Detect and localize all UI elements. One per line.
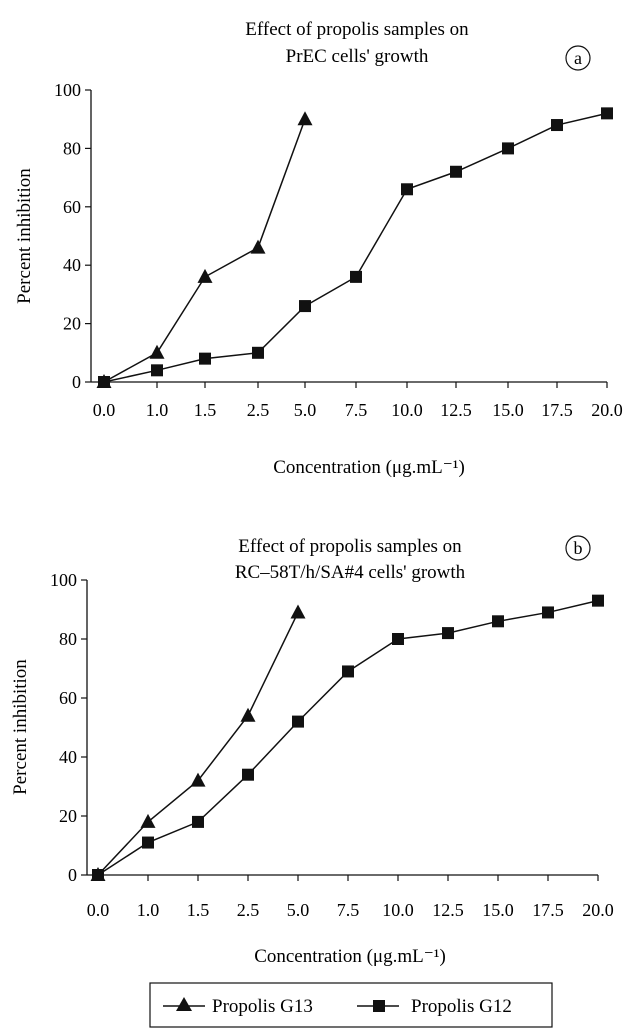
chart-a-point-propolis-g12 xyxy=(252,346,264,359)
legend: Propolis G13 Propolis G12 xyxy=(149,982,553,1028)
chart-b-x-tick-label: 0.0 xyxy=(87,900,110,920)
chart-a-point-propolis-g12 xyxy=(401,183,413,196)
chart-a-x-tick-label: 1.0 xyxy=(146,400,169,420)
legend-g13-triangle-icon xyxy=(176,997,192,1011)
chart-b-title-line-1: Effect of propolis samples on xyxy=(238,536,462,557)
chart-a-point-propolis-g12 xyxy=(151,364,163,377)
chart-a-x-tick-label: 2.5 xyxy=(247,400,270,420)
chart-b-x-tick-label: 5.0 xyxy=(287,900,310,920)
chart-a-title-line-1: Effect of propolis samples on xyxy=(245,19,469,40)
chart-b-point-propolis-g12 xyxy=(292,715,304,728)
chart-a-point-propolis-g13 xyxy=(297,111,313,126)
chart-b-series-propolis-g13-line xyxy=(97,612,299,876)
chart-a-y-tick-label: 60 xyxy=(63,197,81,217)
chart-b-x-tick-label: 2.5 xyxy=(237,900,260,920)
chart-b-y-axis-label: Percent inhibition xyxy=(10,659,31,795)
chart-b-x-tick-label: 20.0 xyxy=(582,900,614,920)
chart-a-y-axis-label: Percent inhibition xyxy=(14,168,35,304)
chart-b-y-tick-label: 0 xyxy=(68,865,77,885)
chart-a-point-propolis-g12 xyxy=(601,107,613,120)
chart-panel-a: Effect of propolis samples on PrEC cells… xyxy=(14,19,623,478)
chart-a-point-propolis-g12 xyxy=(551,119,563,132)
chart-b-series-propolis-g12-line xyxy=(97,599,599,876)
chart-b-x-tick-label: 15.0 xyxy=(482,900,514,920)
chart-a-point-propolis-g12 xyxy=(199,352,211,365)
chart-a-x-axis-label: Concentration (μg.mL⁻¹) xyxy=(273,457,465,478)
chart-a-y-tick-label: 0 xyxy=(72,372,81,392)
chart-b-point-propolis-g12 xyxy=(242,768,254,781)
chart-a-y-tick-label: 20 xyxy=(63,314,81,334)
legend-item-propolis-g12: Propolis G12 xyxy=(411,996,512,1017)
chart-b-point-propolis-g12 xyxy=(592,594,604,607)
chart-b-x-tick-label: 1.5 xyxy=(187,900,210,920)
chart-a-point-propolis-g13 xyxy=(250,239,266,254)
chart-a-x-tick-label: 20.0 xyxy=(591,400,623,420)
chart-a-series-propolis-g12-line xyxy=(103,112,608,383)
chart-b-panel-label-circle xyxy=(565,535,591,561)
chart-b-y-tick-label: 80 xyxy=(59,629,77,649)
chart-a-x-tick-label: 0.0 xyxy=(93,400,116,420)
chart-panel-b: Effect of propolis samples on RC–58T/h/S… xyxy=(10,535,614,967)
chart-a-x-tick-label: 1.5 xyxy=(194,400,217,420)
chart-b-x-tick-label: 7.5 xyxy=(337,900,360,920)
chart-a-x-tick-label: 17.5 xyxy=(541,400,573,420)
chart-b-y-tick-label: 20 xyxy=(59,806,77,826)
chart-b-point-propolis-g12 xyxy=(192,815,204,828)
chart-b-y-tick-label: 100 xyxy=(50,570,77,590)
legend-g12-square-icon xyxy=(373,1000,385,1012)
chart-b-point-propolis-g12 xyxy=(142,836,154,849)
chart-b-x-tick-label: 1.0 xyxy=(137,900,160,920)
chart-b-point-propolis-g12 xyxy=(542,606,554,619)
chart-a-point-propolis-g13 xyxy=(197,268,213,283)
chart-b-point-propolis-g13 xyxy=(240,707,256,722)
chart-b-x-tick-label: 12.5 xyxy=(432,900,464,920)
chart-b-point-propolis-g12 xyxy=(442,627,454,640)
chart-a-panel-label: a xyxy=(574,48,582,68)
chart-a-point-propolis-g13 xyxy=(149,344,165,359)
chart-a-y-tick-label: 40 xyxy=(63,255,81,275)
chart-a-point-propolis-g12 xyxy=(299,300,311,313)
chart-a-x-tick-label: 7.5 xyxy=(345,400,368,420)
chart-a-x-tick-label: 10.0 xyxy=(391,400,423,420)
chart-a-series-propolis-g13-line xyxy=(103,118,306,383)
chart-a-x-tick-label: 12.5 xyxy=(440,400,472,420)
chart-a-point-propolis-g12 xyxy=(98,376,110,388)
chart-a-y-tick-label: 80 xyxy=(63,138,81,158)
chart-b-point-propolis-g12 xyxy=(92,869,104,881)
chart-a-point-propolis-g12 xyxy=(350,270,362,283)
chart-b-x-axis-label: Concentration (μg.mL⁻¹) xyxy=(254,946,446,967)
chart-b-panel-label: b xyxy=(574,538,583,558)
chart-b-point-propolis-g13 xyxy=(290,604,306,619)
chart-a-x-tick-label: 5.0 xyxy=(294,400,317,420)
chart-b-point-propolis-g12 xyxy=(492,615,504,628)
chart-a-panel-label-circle xyxy=(565,45,591,71)
chart-b-point-propolis-g13 xyxy=(140,813,156,828)
chart-a-y-tick-label: 100 xyxy=(54,80,81,100)
chart-b-y-tick-label: 40 xyxy=(59,747,77,767)
chart-a-point-propolis-g12 xyxy=(450,165,462,178)
chart-b-title-line-2: RC–58T/h/SA#4 cells' growth xyxy=(235,562,466,583)
chart-b-y-tick-label: 60 xyxy=(59,688,77,708)
chart-b-point-propolis-g12 xyxy=(342,665,354,678)
legend-item-propolis-g13: Propolis G13 xyxy=(212,996,313,1017)
chart-b-point-propolis-g12 xyxy=(392,633,404,645)
legend-box xyxy=(149,982,553,1028)
chart-b-point-propolis-g13 xyxy=(190,772,206,787)
chart-a-point-propolis-g12 xyxy=(502,142,514,155)
chart-a-title-line-2: PrEC cells' growth xyxy=(286,46,429,67)
chart-b-x-tick-label: 10.0 xyxy=(382,900,414,920)
chart-b-x-tick-label: 17.5 xyxy=(532,900,564,920)
chart-a-x-tick-label: 15.0 xyxy=(492,400,524,420)
